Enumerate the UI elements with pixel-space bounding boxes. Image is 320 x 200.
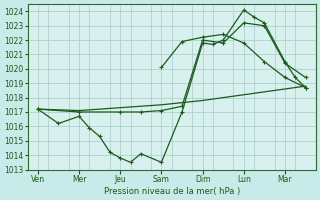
X-axis label: Pression niveau de la mer( hPa ): Pression niveau de la mer( hPa )	[104, 187, 240, 196]
